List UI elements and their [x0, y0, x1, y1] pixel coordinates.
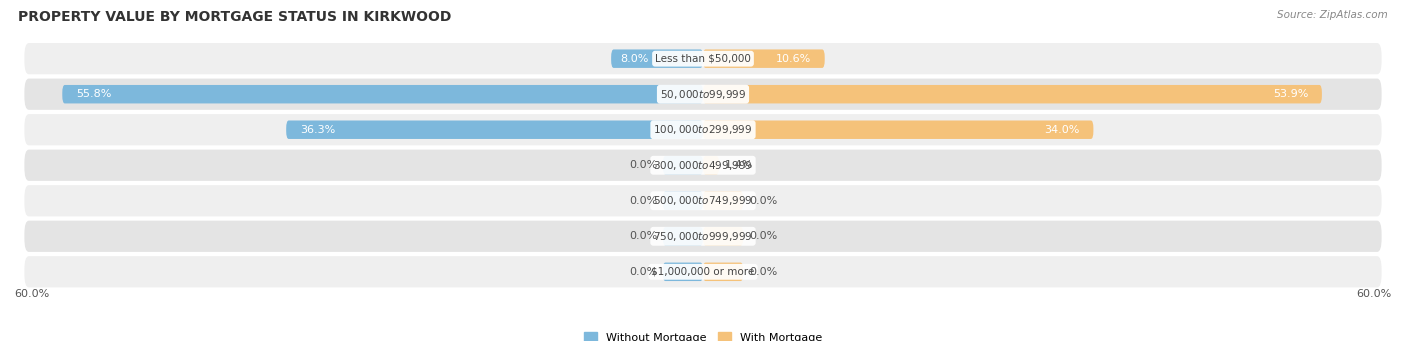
FancyBboxPatch shape: [662, 192, 703, 210]
Text: Less than $50,000: Less than $50,000: [655, 54, 751, 64]
FancyBboxPatch shape: [703, 156, 718, 175]
Text: $1,000,000 or more: $1,000,000 or more: [651, 267, 755, 277]
Text: $300,000 to $499,999: $300,000 to $499,999: [654, 159, 752, 172]
FancyBboxPatch shape: [62, 85, 703, 103]
FancyBboxPatch shape: [662, 156, 703, 175]
FancyBboxPatch shape: [24, 78, 1382, 110]
FancyBboxPatch shape: [612, 49, 703, 68]
FancyBboxPatch shape: [662, 263, 703, 281]
FancyBboxPatch shape: [24, 150, 1382, 181]
Text: $500,000 to $749,999: $500,000 to $749,999: [654, 194, 752, 207]
Text: 36.3%: 36.3%: [299, 125, 335, 135]
Text: 0.0%: 0.0%: [749, 267, 778, 277]
Text: 1.4%: 1.4%: [725, 160, 754, 170]
Text: 53.9%: 53.9%: [1272, 89, 1308, 99]
Text: 55.8%: 55.8%: [76, 89, 111, 99]
FancyBboxPatch shape: [24, 43, 1382, 74]
Text: PROPERTY VALUE BY MORTGAGE STATUS IN KIRKWOOD: PROPERTY VALUE BY MORTGAGE STATUS IN KIR…: [18, 10, 451, 24]
Legend: Without Mortgage, With Mortgage: Without Mortgage, With Mortgage: [579, 328, 827, 341]
FancyBboxPatch shape: [24, 114, 1382, 145]
FancyBboxPatch shape: [287, 120, 703, 139]
Text: 0.0%: 0.0%: [749, 231, 778, 241]
FancyBboxPatch shape: [703, 49, 825, 68]
Text: 0.0%: 0.0%: [628, 231, 657, 241]
Text: 0.0%: 0.0%: [628, 267, 657, 277]
Text: $50,000 to $99,999: $50,000 to $99,999: [659, 88, 747, 101]
FancyBboxPatch shape: [703, 85, 1322, 103]
Text: 0.0%: 0.0%: [628, 196, 657, 206]
FancyBboxPatch shape: [24, 185, 1382, 217]
FancyBboxPatch shape: [24, 221, 1382, 252]
Text: 0.0%: 0.0%: [628, 160, 657, 170]
FancyBboxPatch shape: [703, 263, 744, 281]
Text: 8.0%: 8.0%: [620, 54, 648, 64]
Text: 60.0%: 60.0%: [1357, 289, 1392, 299]
FancyBboxPatch shape: [703, 120, 1094, 139]
FancyBboxPatch shape: [24, 256, 1382, 287]
FancyBboxPatch shape: [703, 227, 744, 246]
Text: 10.6%: 10.6%: [776, 54, 811, 64]
FancyBboxPatch shape: [662, 227, 703, 246]
Text: 34.0%: 34.0%: [1045, 125, 1080, 135]
Text: 60.0%: 60.0%: [14, 289, 49, 299]
Text: $750,000 to $999,999: $750,000 to $999,999: [654, 230, 752, 243]
Text: Source: ZipAtlas.com: Source: ZipAtlas.com: [1277, 10, 1388, 20]
Text: 0.0%: 0.0%: [749, 196, 778, 206]
FancyBboxPatch shape: [703, 192, 744, 210]
Text: $100,000 to $299,999: $100,000 to $299,999: [654, 123, 752, 136]
